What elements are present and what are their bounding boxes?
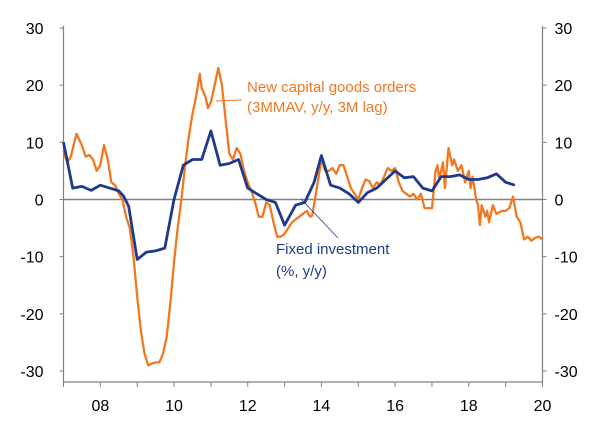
right-y-tick-label: 0 bbox=[555, 193, 564, 210]
annotations: New capital goods orders (3MMAV, y/y, 3M… bbox=[215, 79, 416, 280]
investment-label-line1: Fixed investment bbox=[276, 241, 390, 258]
right-y-tick-label: -20 bbox=[555, 307, 578, 324]
orders-line bbox=[62, 66, 544, 367]
orders-label-line1: New capital goods orders bbox=[247, 79, 416, 96]
investment-label-line2: (%, y/y) bbox=[276, 263, 327, 280]
left-y-tick-label: -10 bbox=[20, 250, 43, 267]
left-y-tick-label: 30 bbox=[26, 21, 44, 38]
left-y-tick-label: 10 bbox=[26, 135, 44, 152]
right-y-tick-label: 20 bbox=[555, 78, 573, 95]
x-tick-label: 16 bbox=[386, 398, 404, 415]
left-y-tick-label: -20 bbox=[20, 307, 43, 324]
investment-leader-line bbox=[300, 198, 339, 239]
series-lines bbox=[62, 66, 544, 367]
right-y-tick-label: -30 bbox=[555, 364, 578, 381]
x-tick-label: 14 bbox=[313, 398, 331, 415]
left-y-tick-label: 0 bbox=[35, 193, 44, 210]
x-tick-label: 10 bbox=[165, 398, 183, 415]
left-y-tick-label: -30 bbox=[20, 364, 43, 381]
orders-label-line2: (3MMAV, y/y, 3M lag) bbox=[247, 99, 388, 116]
x-tick-label: 08 bbox=[91, 398, 109, 415]
left-y-tick-label: 20 bbox=[26, 78, 44, 95]
investment-line bbox=[62, 129, 516, 261]
right-y-tick-label: 10 bbox=[555, 135, 573, 152]
axes: -30 -30 -20 -20 -10 -10 0 0 10 10 20 20 30 30 08 10 12 14… bbox=[20, 21, 577, 415]
x-tick-label: 18 bbox=[460, 398, 478, 415]
x-tick-label: 12 bbox=[239, 398, 257, 415]
right-y-tick-label: 30 bbox=[555, 21, 573, 38]
x-tick-label: 20 bbox=[534, 398, 552, 415]
right-y-tick-label: -10 bbox=[555, 250, 578, 267]
orders-leader-line bbox=[215, 99, 243, 102]
